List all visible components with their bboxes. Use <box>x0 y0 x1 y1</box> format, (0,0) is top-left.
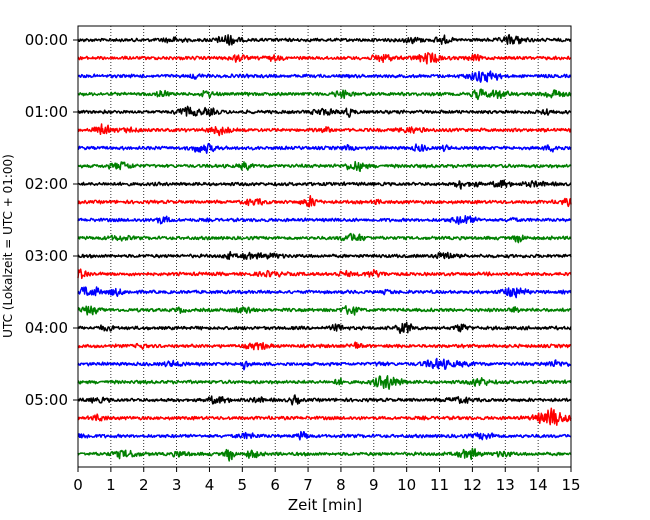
trace-line-00:45 <box>77 88 572 101</box>
trace-line-00:30 <box>77 70 572 83</box>
trace-line-01:45 <box>77 160 572 173</box>
trace-line-02:30 <box>77 215 572 225</box>
x-tick-label: 5 <box>238 476 248 494</box>
x-tick-label: 3 <box>172 476 182 494</box>
x-tick-label: 13 <box>496 476 515 494</box>
y-axis: 00:00 01:00 02:00 03:00 04:00 05:00 <box>25 31 78 409</box>
trace-line-01:15 <box>77 123 572 137</box>
trace-line-03:00 <box>77 250 572 261</box>
trace-line-02:45 <box>77 232 572 244</box>
y-tick-label: 05:00 <box>25 391 68 409</box>
x-tick-label: 1 <box>106 476 116 494</box>
plot-background <box>78 26 571 467</box>
x-tick-label: 8 <box>336 476 346 494</box>
x-tick-label: 15 <box>561 476 580 494</box>
trace-line-01:00 <box>77 105 572 118</box>
plot-frame <box>77 25 572 468</box>
x-tick-label: 14 <box>529 476 548 494</box>
y-tick-label: 01:00 <box>25 103 68 121</box>
trace-line-05:00 <box>77 394 572 406</box>
trace-line-03:15 <box>77 268 572 280</box>
trace-line-00:15 <box>77 52 572 65</box>
trace-group <box>77 33 572 462</box>
x-tick-label: 6 <box>270 476 280 494</box>
trace-line-01:30 <box>77 142 572 154</box>
trace-line-04:00 <box>77 321 572 335</box>
y-tick-label: 03:00 <box>25 247 68 265</box>
x-tick-label: 7 <box>303 476 313 494</box>
x-axis: 0 1 2 3 4 5 6 7 8 9 10 11 12 13 14 15 <box>73 467 581 494</box>
trace-line-04:30 <box>77 357 572 371</box>
x-tick-label: 2 <box>139 476 149 494</box>
trace-line-05:15 <box>77 407 572 426</box>
x-tick-label: 11 <box>430 476 449 494</box>
trace-line-03:45 <box>77 305 572 316</box>
trace-line-02:15 <box>77 194 572 208</box>
trace-line-04:45 <box>77 375 572 390</box>
trace-line-05:30 <box>77 430 572 441</box>
x-tick-label: 0 <box>73 476 83 494</box>
x-tick-label: 9 <box>369 476 379 494</box>
x-axis-label: Zeit [min] <box>288 496 362 514</box>
trace-line-05:45 <box>77 447 572 462</box>
x-tick-label: 12 <box>463 476 482 494</box>
y-axis-label: UTC (Lokalzeit = UTC + 01:00) <box>1 154 15 338</box>
y-tick-label: 00:00 <box>25 31 68 49</box>
y-tick-label: 02:00 <box>25 175 68 193</box>
trace-line-04:15 <box>77 341 572 351</box>
trace-line-03:30 <box>77 286 572 299</box>
trace-line-00:00 <box>77 33 572 46</box>
trace-line-02:00 <box>77 179 572 190</box>
y-tick-label: 04:00 <box>25 319 68 337</box>
x-tick-label: 4 <box>205 476 215 494</box>
x-tick-label: 10 <box>397 476 416 494</box>
